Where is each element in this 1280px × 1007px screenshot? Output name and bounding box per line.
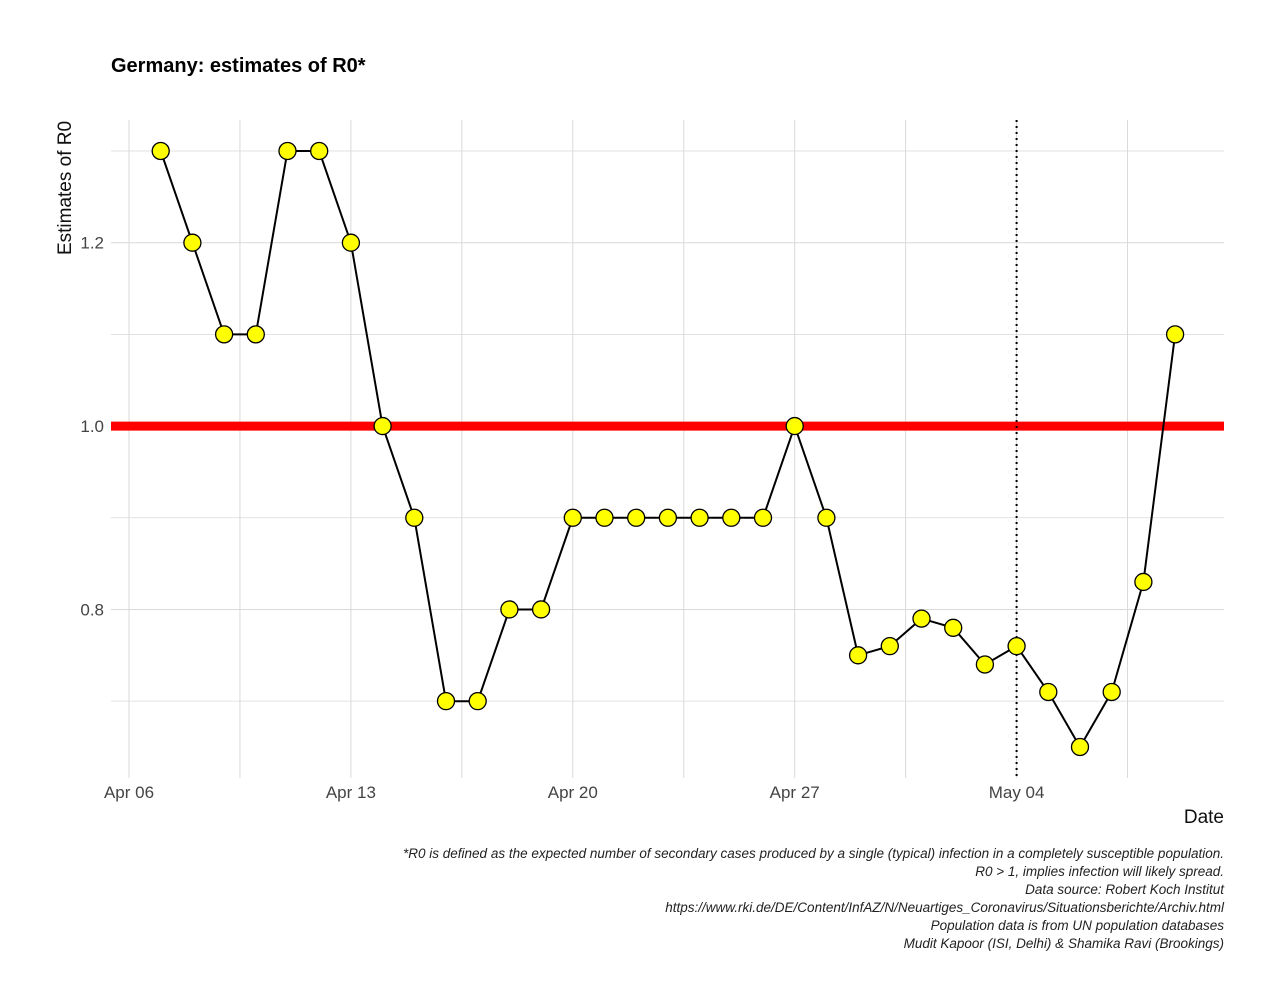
data-point bbox=[595, 508, 614, 527]
x-tick-label: May 04 bbox=[989, 783, 1045, 802]
data-point bbox=[912, 609, 931, 628]
data-point bbox=[563, 508, 582, 527]
data-points bbox=[151, 141, 1185, 757]
y-axis-label: Estimates of R0 bbox=[55, 121, 76, 255]
data-point bbox=[975, 655, 995, 674]
data-point bbox=[1039, 682, 1058, 702]
data-point bbox=[468, 692, 487, 711]
data-point bbox=[1102, 682, 1121, 702]
data-point bbox=[880, 636, 899, 656]
data-point bbox=[1070, 737, 1090, 757]
caption-line: Data source: Robert Koch Institut bbox=[1025, 882, 1225, 897]
y-tick-label: 1.2 bbox=[80, 234, 104, 253]
x-tick-label: Apr 06 bbox=[104, 783, 154, 802]
data-point bbox=[817, 508, 836, 527]
data-point bbox=[690, 508, 709, 527]
caption-line: Population data is from UN population da… bbox=[931, 918, 1225, 933]
caption-line: *R0 is defined as the expected number of… bbox=[403, 846, 1224, 861]
data-point bbox=[944, 618, 963, 637]
data-point bbox=[848, 646, 868, 665]
data-point bbox=[405, 508, 424, 527]
x-tick-label: Apr 27 bbox=[770, 783, 820, 802]
data-point bbox=[310, 141, 329, 161]
data-point bbox=[246, 325, 265, 344]
data-point bbox=[214, 325, 234, 344]
series-line bbox=[159, 150, 1177, 750]
data-point bbox=[1007, 636, 1026, 656]
data-point bbox=[500, 600, 519, 619]
data-point bbox=[183, 233, 202, 252]
data-point bbox=[151, 141, 170, 161]
y-tick-labels: 0.8 1.0 1.2 bbox=[80, 234, 104, 620]
data-point bbox=[436, 692, 456, 711]
data-point bbox=[753, 508, 773, 527]
y-tick-label: 0.8 bbox=[80, 600, 104, 619]
data-point bbox=[785, 416, 804, 436]
data-point bbox=[1134, 572, 1153, 592]
data-point bbox=[341, 233, 361, 252]
caption: *R0 is defined as the expected number of… bbox=[403, 846, 1225, 951]
data-point bbox=[278, 141, 297, 161]
x-tick-label: Apr 20 bbox=[548, 783, 598, 802]
data-point bbox=[658, 508, 678, 527]
data-point bbox=[531, 600, 551, 619]
data-point bbox=[1165, 325, 1185, 344]
caption-line: Mudit Kapoor (ISI, Delhi) & Shamika Ravi… bbox=[904, 936, 1224, 951]
x-tick-labels: Apr 06 Apr 13 Apr 20 Apr 27 May 04 bbox=[104, 783, 1045, 802]
chart-title: Germany: estimates of R0* bbox=[111, 55, 366, 77]
x-axis-label: Date bbox=[1184, 807, 1224, 828]
x-tick-label: Apr 13 bbox=[326, 783, 376, 802]
y-tick-label: 1.0 bbox=[80, 417, 104, 436]
data-point bbox=[722, 508, 741, 527]
caption-line: R0 > 1, implies infection will likely sp… bbox=[975, 864, 1224, 879]
caption-line: https://www.rki.de/DE/Content/InfAZ/N/Ne… bbox=[665, 900, 1225, 915]
grid bbox=[111, 120, 1224, 778]
data-point bbox=[373, 416, 392, 436]
data-point bbox=[627, 508, 646, 527]
